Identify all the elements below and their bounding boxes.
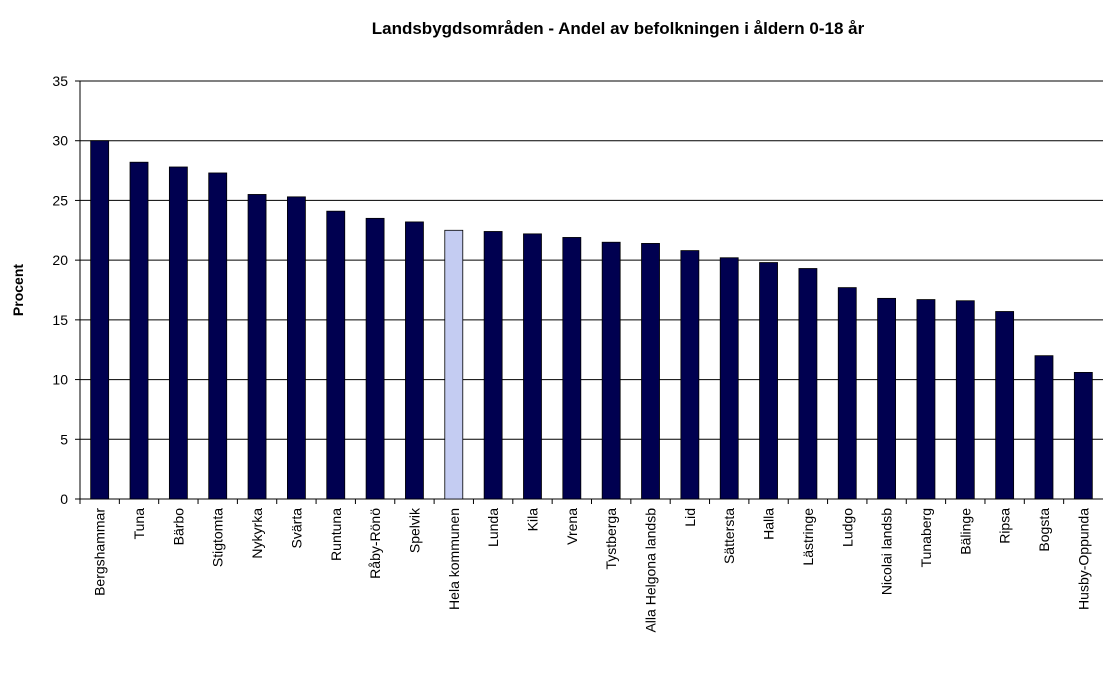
bar [837, 287, 857, 500]
bar [405, 221, 424, 500]
x-tick-label: Nykyrka [249, 508, 265, 559]
y-tick-label: 0 [60, 491, 68, 507]
bar [798, 268, 818, 500]
bar [995, 311, 1015, 500]
chart-title: Landsbygdsområden - Andel av befolkninge… [372, 19, 865, 38]
x-tick-label: Spelvik [406, 507, 422, 553]
x-tick-label: Vrena [564, 508, 580, 545]
bar [287, 196, 306, 500]
y-tick-label: 15 [52, 312, 68, 328]
x-tick-label: Ripsa [997, 508, 1013, 544]
bar [208, 172, 228, 500]
x-tick-label: Bergshammar [92, 508, 108, 596]
x-tick-label: Nicolai landsb [879, 508, 895, 595]
bar [916, 299, 936, 500]
bar [129, 161, 149, 500]
bar [877, 297, 896, 500]
x-tick-label: Runtuna [328, 508, 344, 561]
bar [641, 243, 660, 500]
x-tick-label: Husby-Oppunda [1075, 508, 1091, 610]
x-tick-label: Bogsta [1036, 508, 1052, 552]
x-tick-label: Bälinge [957, 508, 973, 555]
x-tick-label: Tuna [131, 508, 147, 540]
bar [90, 140, 110, 500]
bar [444, 229, 464, 500]
x-tick-label: Lunda [485, 508, 501, 547]
bar [168, 166, 188, 500]
y-tick-label: 10 [52, 372, 68, 388]
x-tick-label: Tystberga [603, 508, 619, 570]
bar [1034, 355, 1054, 500]
x-tick-label: Lid [682, 508, 698, 527]
y-tick-label: 30 [52, 133, 68, 149]
bar [523, 233, 542, 500]
x-tick-label: Kila [524, 508, 540, 532]
bar [326, 210, 346, 500]
x-tick-label: Svärta [288, 508, 304, 549]
bar [483, 231, 503, 500]
x-tick-label: Råby-Rönö [367, 508, 383, 579]
x-tick-label: Ludgo [839, 508, 855, 547]
bar [562, 237, 582, 500]
bar [1073, 372, 1093, 500]
y-tick-label: 35 [52, 73, 68, 89]
y-tick-label: 5 [60, 431, 68, 447]
y-tick-label: 20 [52, 252, 68, 268]
y-tick-label: 25 [52, 192, 68, 208]
bar [955, 300, 975, 500]
bar [247, 194, 267, 500]
bar [759, 262, 778, 500]
x-tick-label: Bärbo [170, 508, 186, 546]
bar [601, 241, 621, 500]
x-tick-label: Halla [761, 508, 777, 540]
x-tick-label: Alla Helgona landsb [643, 508, 659, 633]
bar [719, 257, 739, 500]
x-tick-label: Lästringe [800, 508, 816, 566]
y-axis-label: Procent [10, 264, 26, 316]
bar [680, 250, 700, 500]
x-tick-label: Tunaberg [918, 508, 934, 567]
x-tick-label: Hela kommunen [446, 508, 462, 610]
bar [365, 217, 385, 500]
x-tick-label: Sättersta [721, 508, 737, 564]
x-tick-label: Stigtomta [210, 508, 226, 567]
